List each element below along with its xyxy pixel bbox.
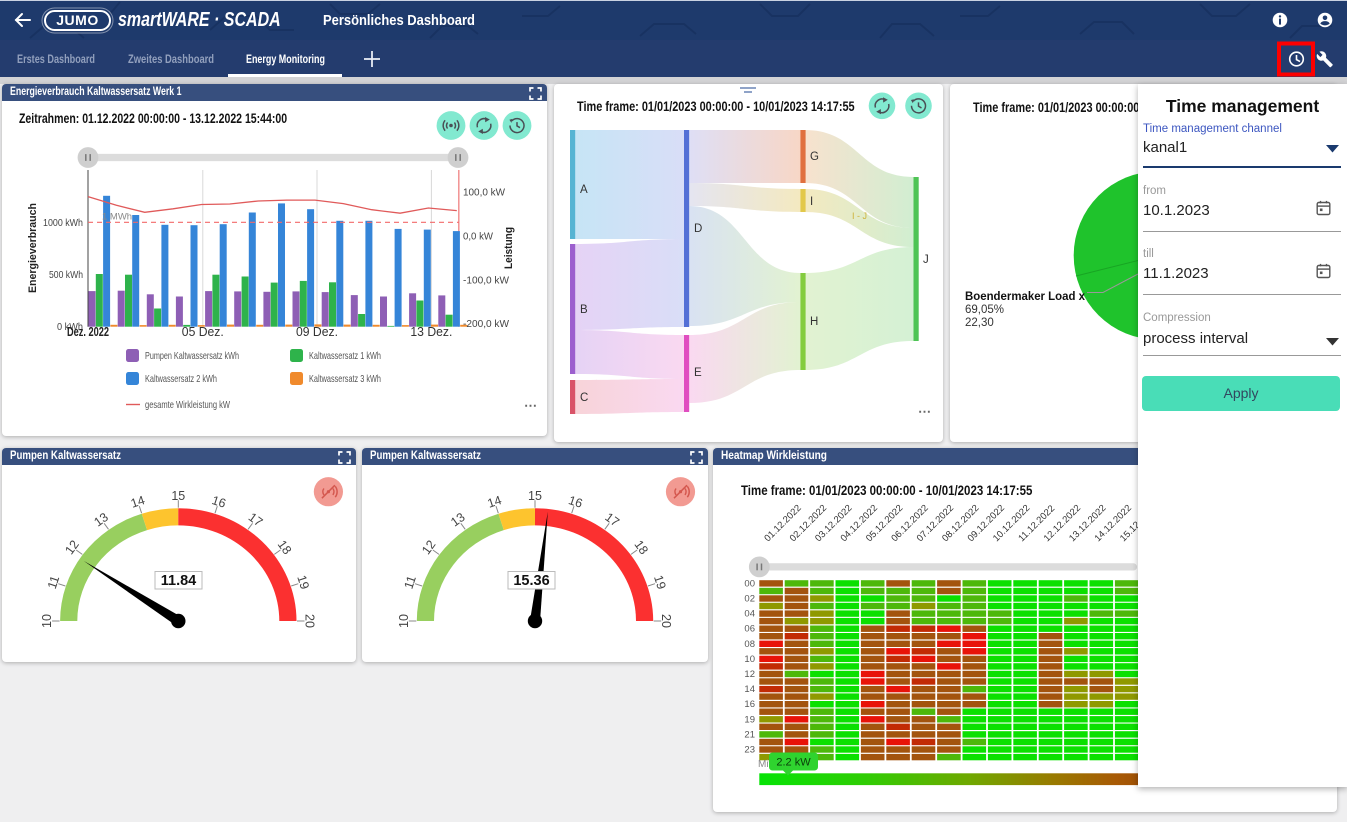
svg-text:12: 12 bbox=[62, 538, 82, 558]
svg-text:16: 16 bbox=[567, 493, 585, 511]
svg-text:18: 18 bbox=[275, 538, 295, 558]
svg-text:A: A bbox=[580, 184, 588, 196]
svg-text:Energieverbrauch: Energieverbrauch bbox=[27, 203, 39, 293]
svg-text:13: 13 bbox=[91, 510, 111, 530]
svg-text:0,0 kW: 0,0 kW bbox=[463, 231, 493, 243]
svg-text:I: I bbox=[810, 196, 813, 208]
svg-text:2.2 kW: 2.2 kW bbox=[776, 757, 811, 769]
svg-text:0 kWh: 0 kWh bbox=[57, 321, 83, 333]
svg-text:1 MWh: 1 MWh bbox=[102, 211, 132, 222]
svg-text:11.84: 11.84 bbox=[161, 573, 197, 589]
svg-text:08: 08 bbox=[744, 639, 755, 650]
svg-text:-200,0 kW: -200,0 kW bbox=[463, 318, 509, 330]
svg-text:14: 14 bbox=[129, 493, 147, 511]
svg-text:E: E bbox=[694, 367, 702, 379]
svg-text:gesamte Wirkleistung kW: gesamte Wirkleistung kW bbox=[145, 399, 230, 411]
svg-text:04: 04 bbox=[744, 609, 755, 620]
svg-text:15: 15 bbox=[171, 489, 185, 503]
svg-text:06: 06 bbox=[744, 624, 755, 635]
svg-text:I - J: I - J bbox=[852, 211, 867, 221]
svg-text:J: J bbox=[923, 254, 929, 266]
svg-text:00: 00 bbox=[744, 578, 755, 589]
svg-text:20: 20 bbox=[303, 614, 317, 628]
svg-text:19: 19 bbox=[294, 574, 312, 592]
svg-text:17: 17 bbox=[246, 510, 266, 530]
svg-text:15: 15 bbox=[528, 489, 542, 503]
svg-text:23: 23 bbox=[744, 745, 755, 756]
svg-text:14: 14 bbox=[744, 684, 755, 695]
svg-text:500 kWh: 500 kWh bbox=[49, 269, 83, 281]
svg-text:-100,0 kW: -100,0 kW bbox=[463, 274, 509, 286]
svg-text:17: 17 bbox=[602, 510, 622, 530]
svg-text:10: 10 bbox=[397, 614, 411, 628]
svg-text:13 Dez.: 13 Dez. bbox=[410, 325, 452, 339]
svg-text:18: 18 bbox=[631, 538, 651, 558]
svg-text:20: 20 bbox=[659, 614, 673, 628]
svg-text:13: 13 bbox=[448, 510, 468, 530]
svg-text:10: 10 bbox=[40, 614, 54, 628]
svg-text:22,30: 22,30 bbox=[965, 317, 994, 329]
svg-text:⋯: ⋯ bbox=[524, 398, 537, 413]
svg-text:D: D bbox=[694, 223, 702, 235]
svg-text:10: 10 bbox=[744, 654, 755, 665]
svg-text:Dez. 2022: Dez. 2022 bbox=[67, 325, 109, 339]
svg-text:21: 21 bbox=[744, 729, 755, 740]
svg-text:11: 11 bbox=[45, 574, 62, 591]
svg-text:B: B bbox=[580, 304, 588, 316]
svg-text:19: 19 bbox=[744, 714, 755, 725]
svg-text:Boendermaker Load x: Boendermaker Load x bbox=[965, 289, 1085, 303]
svg-text:Pumpen Kaltwassersatz kWh: Pumpen Kaltwassersatz kWh bbox=[145, 350, 239, 362]
svg-text:05 Dez.: 05 Dez. bbox=[182, 325, 224, 339]
svg-text:11: 11 bbox=[402, 574, 419, 591]
svg-text:Kaltwassersatz 3 kWh: Kaltwassersatz 3 kWh bbox=[309, 373, 381, 385]
svg-text:⋯: ⋯ bbox=[918, 404, 931, 419]
svg-text:Kaltwassersatz 1 kWh: Kaltwassersatz 1 kWh bbox=[309, 350, 381, 362]
svg-text:69,05%: 69,05% bbox=[965, 304, 1004, 316]
svg-text:H: H bbox=[810, 316, 818, 328]
svg-text:1000 kWh: 1000 kWh bbox=[43, 217, 83, 229]
svg-text:100,0 kW: 100,0 kW bbox=[463, 187, 505, 199]
svg-text:16: 16 bbox=[744, 699, 755, 710]
svg-text:Kaltwassersatz 2 kWh: Kaltwassersatz 2 kWh bbox=[145, 373, 217, 385]
svg-text:12: 12 bbox=[419, 538, 439, 558]
svg-text:02: 02 bbox=[744, 594, 755, 605]
svg-text:Leistung: Leistung bbox=[503, 227, 515, 269]
svg-text:09 Dez.: 09 Dez. bbox=[296, 325, 338, 339]
svg-text:15.36: 15.36 bbox=[513, 573, 549, 589]
svg-text:16: 16 bbox=[210, 493, 228, 511]
svg-text:C: C bbox=[580, 392, 588, 404]
svg-text:19: 19 bbox=[651, 574, 669, 592]
svg-text:14: 14 bbox=[486, 493, 504, 511]
svg-text:12: 12 bbox=[744, 669, 755, 680]
svg-text:G: G bbox=[810, 151, 819, 163]
